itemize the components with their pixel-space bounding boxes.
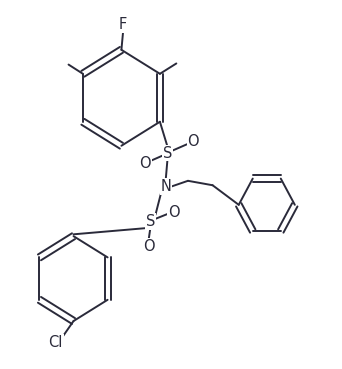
Text: O: O [140, 156, 151, 171]
Text: S: S [163, 146, 172, 161]
Text: N: N [160, 179, 171, 194]
Text: O: O [187, 134, 199, 149]
Text: O: O [143, 239, 155, 254]
Text: Cl: Cl [49, 335, 63, 349]
Text: O: O [168, 205, 180, 220]
Text: S: S [146, 214, 155, 229]
Text: F: F [119, 17, 127, 32]
